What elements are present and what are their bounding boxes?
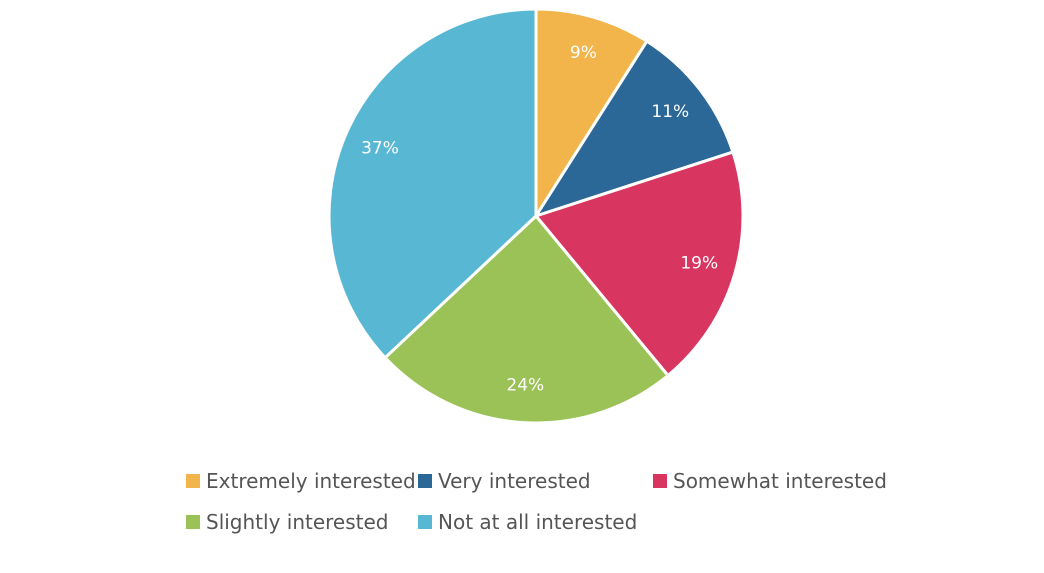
legend-item-somewhat-interested: Somewhat interested (653, 469, 887, 493)
pie-slice-somewhat-interested (534, 150, 745, 377)
legend-label: Slightly interested (206, 510, 389, 534)
data-label-extremely-interested: 9% (570, 43, 597, 63)
legend-swatch (418, 515, 432, 529)
pie-slice-not-at-all-interested (327, 7, 538, 360)
legend-label: Somewhat interested (673, 469, 887, 493)
legend-label: Extremely interested (206, 469, 416, 493)
data-label-slightly-interested: 24% (506, 376, 544, 396)
data-label-somewhat-interested: 19% (680, 253, 718, 273)
legend-item-slightly-interested: Slightly interested (186, 510, 389, 534)
legend-item-very-interested: Very interested (418, 469, 591, 493)
pie-data-labels: 9% 11% 19% 24% 37% (361, 43, 718, 396)
data-label-not-at-all-interested: 37% (361, 138, 399, 158)
legend: Extremely interested Very interested Somew… (186, 469, 887, 534)
legend-swatch (186, 474, 200, 488)
legend-swatch (186, 515, 200, 529)
pie-slices (327, 7, 745, 425)
legend-swatch (418, 474, 432, 488)
legend-label: Not at all interested (438, 510, 637, 534)
pie-slice-extremely-interested (534, 7, 649, 218)
legend-item-not-at-all-interested: Not at all interested (418, 510, 637, 534)
pie-slice-slightly-interested (383, 214, 670, 425)
data-label-very-interested: 11% (651, 102, 689, 122)
legend-label: Very interested (438, 469, 591, 493)
legend-swatch (653, 474, 667, 488)
pie-slice-very-interested (534, 39, 735, 218)
legend-item-extremely-interested: Extremely interested (186, 469, 416, 493)
